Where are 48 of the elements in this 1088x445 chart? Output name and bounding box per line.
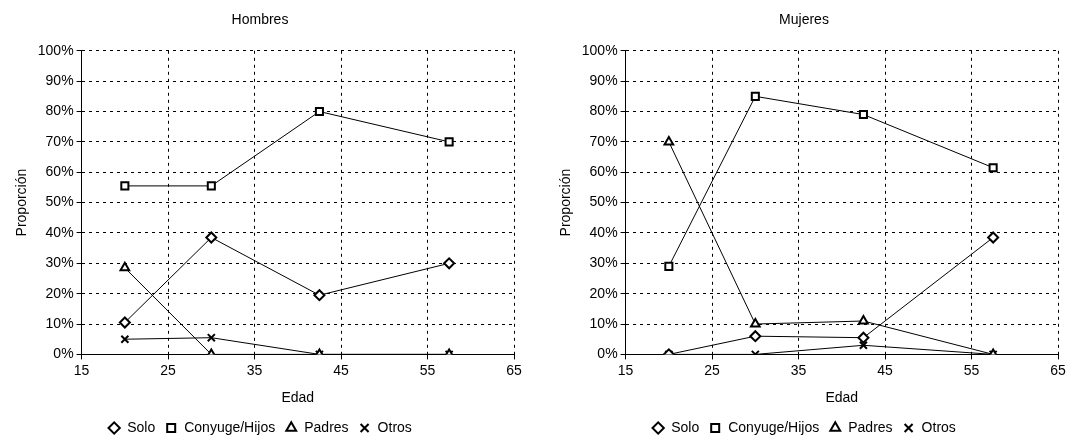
x-tick-label: 35 bbox=[246, 361, 263, 378]
x-tick-label: 65 bbox=[1050, 361, 1066, 378]
x-tick-label: 15 bbox=[617, 361, 634, 378]
y-tick-label: 80% bbox=[589, 102, 618, 119]
y-tick-label: 10% bbox=[589, 314, 618, 331]
y-tick-label: 90% bbox=[589, 72, 618, 89]
x-tick-label: 55 bbox=[963, 361, 980, 378]
y-tick-label: 100% bbox=[37, 41, 74, 58]
y-tick-label: 0% bbox=[597, 345, 618, 362]
y-tick-label: 80% bbox=[45, 102, 74, 119]
y-tick-label: 20% bbox=[589, 284, 618, 301]
legend-label: Otros bbox=[921, 418, 956, 435]
legend-label: Padres bbox=[304, 418, 349, 435]
y-axis-title: Proporción bbox=[557, 168, 574, 237]
x-tick-label: 25 bbox=[160, 361, 177, 378]
y-tick-label: 60% bbox=[45, 163, 74, 180]
chart-title: Mujeres bbox=[779, 11, 829, 28]
y-tick-label: 0% bbox=[53, 345, 74, 362]
y-tick-label: 50% bbox=[45, 193, 74, 210]
y-tick-label: 30% bbox=[589, 254, 618, 271]
y-tick-label: 10% bbox=[45, 314, 74, 331]
y-tick-label: 50% bbox=[589, 193, 618, 210]
y-tick-label: 70% bbox=[589, 132, 618, 149]
legend-label: Padres bbox=[848, 418, 893, 435]
x-tick-label: 25 bbox=[704, 361, 721, 378]
x-axis-title: Edad bbox=[281, 389, 315, 406]
x-tick-label: 15 bbox=[73, 361, 90, 378]
legend-label: Solo bbox=[127, 418, 156, 435]
legend-label: Conyuge/Hijos bbox=[184, 418, 276, 435]
x-axis-title: Edad bbox=[825, 389, 859, 406]
x-tick-label: 55 bbox=[419, 361, 436, 378]
y-tick-label: 60% bbox=[589, 163, 618, 180]
x-tick-label: 65 bbox=[506, 361, 522, 378]
x-tick-label: 35 bbox=[790, 361, 807, 378]
y-tick-label: 100% bbox=[581, 41, 618, 58]
x-tick-label: 45 bbox=[333, 361, 350, 378]
y-tick-label: 20% bbox=[45, 284, 74, 301]
y-tick-label: 70% bbox=[45, 132, 74, 149]
y-tick-label: 90% bbox=[45, 72, 74, 89]
legend-label: Otros bbox=[377, 418, 412, 435]
x-tick-label: 45 bbox=[877, 361, 894, 378]
y-tick-label: 30% bbox=[45, 254, 74, 271]
chart-title: Hombres bbox=[231, 11, 289, 28]
y-axis-title: Proporción bbox=[13, 168, 30, 237]
y-tick-label: 40% bbox=[45, 223, 74, 240]
legend-label: Solo bbox=[671, 418, 700, 435]
y-tick-label: 40% bbox=[589, 223, 618, 240]
legend-label: Conyuge/Hijos bbox=[728, 418, 820, 435]
